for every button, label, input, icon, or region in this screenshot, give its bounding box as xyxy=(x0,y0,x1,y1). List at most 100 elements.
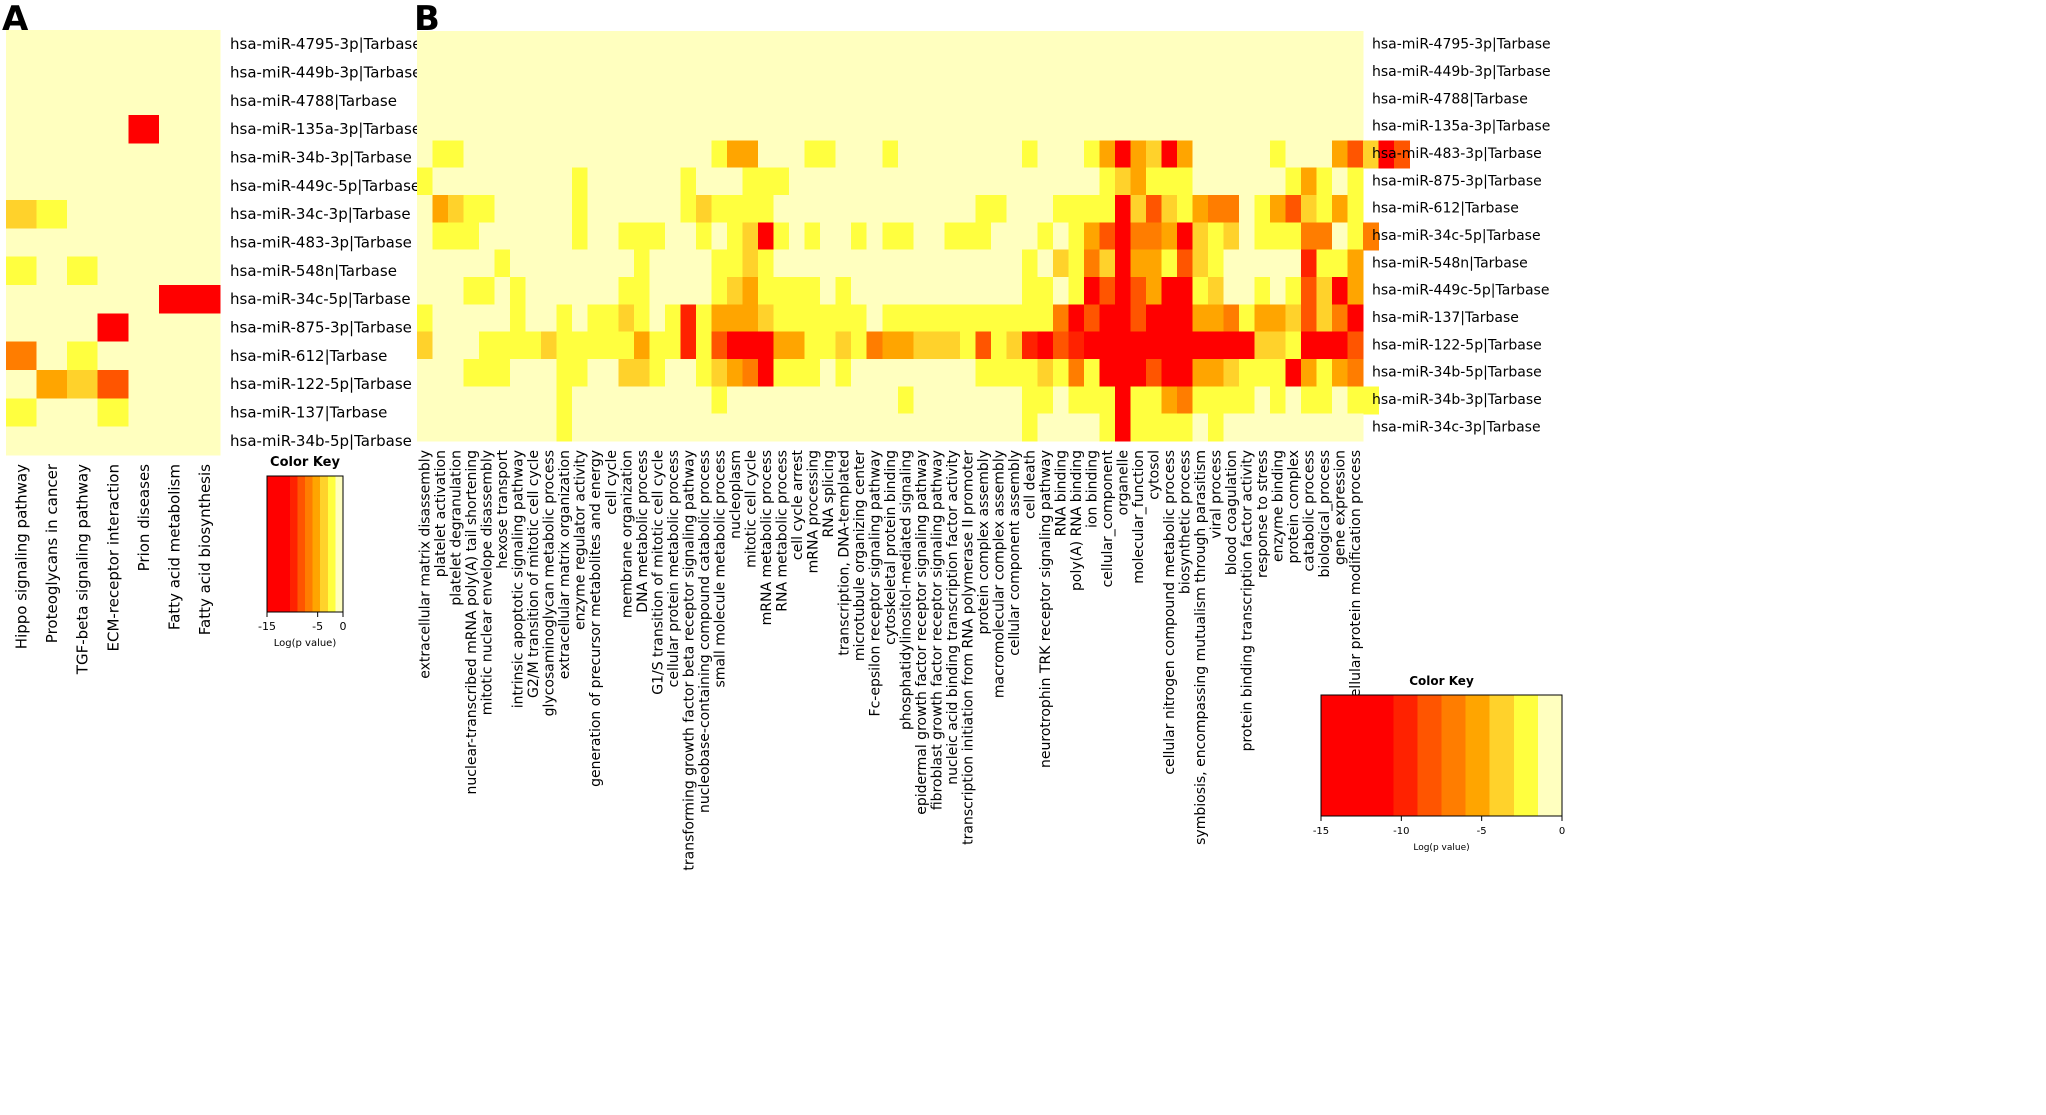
panel-b-row-label: hsa-miR-449c-5p|Tarbase xyxy=(1372,283,1549,299)
panel-b-cell xyxy=(1083,58,1100,87)
panel-b-cell xyxy=(1331,249,1349,278)
panel-a-row-label: hsa-miR-34b-5p|Tarbase xyxy=(230,432,412,450)
panel-b-cell xyxy=(1285,167,1302,196)
panel-a-cell xyxy=(36,115,68,144)
panel-b-cell xyxy=(1238,277,1256,305)
panel-b-cell xyxy=(572,359,589,387)
panel-a-column-label: Fatty acid biosynthesis xyxy=(196,464,214,635)
panel-b-column-label: organelle xyxy=(1116,450,1132,515)
panel-b-cell xyxy=(448,249,465,278)
panel-b-cell xyxy=(804,58,821,87)
panel-b-cell xyxy=(556,413,573,442)
panel-b-row-label: hsa-miR-135a-3p|Tarbase xyxy=(1372,119,1550,135)
panel-b-key-title: Color Key xyxy=(1409,674,1474,688)
panel-b-cell xyxy=(1316,222,1333,251)
panel-b-cell xyxy=(587,140,604,169)
panel-b-cell xyxy=(820,113,837,141)
panel-b-cell xyxy=(587,31,604,59)
panel-b-cell xyxy=(944,222,961,251)
panel-b-cell xyxy=(1099,167,1116,196)
panel-b-column-label: microtubule organizing center xyxy=(852,450,868,661)
panel-a-cell xyxy=(97,256,129,286)
panel-b-column-label: transcription initiation from RNA polyme… xyxy=(960,450,976,845)
panel-b-cell xyxy=(432,277,449,305)
panel-b-cell xyxy=(1006,167,1023,196)
panel-b-cell xyxy=(711,304,728,333)
panel-b-cell xyxy=(556,195,573,223)
panel-b-cell xyxy=(866,304,883,333)
panel-b-cell xyxy=(1068,277,1085,305)
panel-b-cell xyxy=(1300,304,1318,333)
panel-b-cell xyxy=(1316,386,1333,415)
panel-b-cell xyxy=(1083,277,1100,305)
panel-a-cell xyxy=(6,313,38,343)
panel-b-cell xyxy=(649,167,666,196)
panel-b-cell xyxy=(494,58,511,87)
panel-b-cell xyxy=(959,195,976,223)
panel-b-cell xyxy=(1331,58,1349,87)
panel-b-cell xyxy=(1068,85,1085,114)
panel-b-cell xyxy=(789,140,806,169)
panel-a-cell xyxy=(36,143,68,173)
panel-b-cell xyxy=(479,113,496,141)
panel-b-cell xyxy=(1130,113,1147,141)
panel-b-cell xyxy=(1207,195,1225,223)
panel-b-cell xyxy=(1052,331,1069,360)
panel-b-cell xyxy=(742,167,759,196)
panel-b-cell xyxy=(727,277,744,305)
panel-a-cell xyxy=(36,370,68,399)
panel-b-cell xyxy=(866,359,883,387)
panel-b-column-label: platelet degranulation xyxy=(449,450,465,606)
panel-b-cell xyxy=(1021,304,1038,333)
panel-b-cell xyxy=(541,249,558,278)
panel-b-column-label: intrinsic apoptotic signaling pathway xyxy=(511,450,527,708)
panel-b-cell xyxy=(928,386,945,415)
panel-b-cell xyxy=(634,249,651,278)
panel-b-cell xyxy=(835,85,852,114)
panel-b-cell xyxy=(432,331,449,360)
heatmap-panel-a: hsa-miR-4795-3p|Tarbase hsa-miR-449b-3p|T… xyxy=(6,30,421,675)
panel-b-cell xyxy=(804,167,821,196)
panel-b-cell xyxy=(634,140,651,169)
panel-b-cell xyxy=(448,195,465,223)
panel-b-cell xyxy=(1052,195,1069,223)
panel-b-cell xyxy=(525,222,542,251)
panel-a-cell xyxy=(128,341,160,371)
panel-b-cell xyxy=(897,140,914,169)
panel-b-cell xyxy=(680,195,697,223)
panel-b-cell xyxy=(820,386,837,415)
panel-a-row-label: hsa-miR-137|Tarbase xyxy=(230,404,387,422)
panel-b-cell xyxy=(1099,359,1116,387)
panel-b-cell xyxy=(680,304,697,333)
panel-a-cell xyxy=(67,256,99,286)
panel-b-cell xyxy=(820,195,837,223)
panel-b-cell xyxy=(1192,359,1209,387)
panel-b-column-label: nuclear-transcribed mRNA poly(A) tail sh… xyxy=(464,450,480,794)
panel-a-cell xyxy=(67,58,99,88)
panel-a-column-label: Proteoglycans in cancer xyxy=(43,463,61,643)
panel-b-cell xyxy=(587,85,604,114)
panel-b-cell xyxy=(944,413,961,442)
panel-b-cell xyxy=(789,304,806,333)
panel-b-cell xyxy=(975,413,992,442)
panel-b-cell xyxy=(1176,413,1194,442)
panel-b-cell xyxy=(758,140,775,169)
panel-b-cell xyxy=(1161,31,1178,59)
panel-b-cell xyxy=(820,58,837,87)
panel-b-row-label: hsa-miR-137|Tarbase xyxy=(1372,310,1519,326)
panel-b-cell xyxy=(1300,85,1318,114)
panel-a-cell xyxy=(128,370,160,399)
panel-b-cell xyxy=(463,304,480,333)
panel-b-row-label: hsa-miR-122-5p|Tarbase xyxy=(1372,337,1542,353)
panel-b-cell xyxy=(1363,386,1380,415)
panel-b-cell xyxy=(882,85,899,114)
panel-b-cell xyxy=(1238,195,1256,223)
panel-b-cell xyxy=(866,113,883,141)
panel-b-column-label: fibroblast growth factor receptor signal… xyxy=(929,450,945,810)
panel-a-cell xyxy=(128,398,160,428)
panel-b-cell xyxy=(603,413,620,442)
panel-b-cell xyxy=(1130,58,1147,87)
panel-b-key-tick-label: -15 xyxy=(1313,826,1329,837)
panel-a-cell xyxy=(97,143,129,173)
panel-b-key-swatch xyxy=(1369,695,1394,816)
